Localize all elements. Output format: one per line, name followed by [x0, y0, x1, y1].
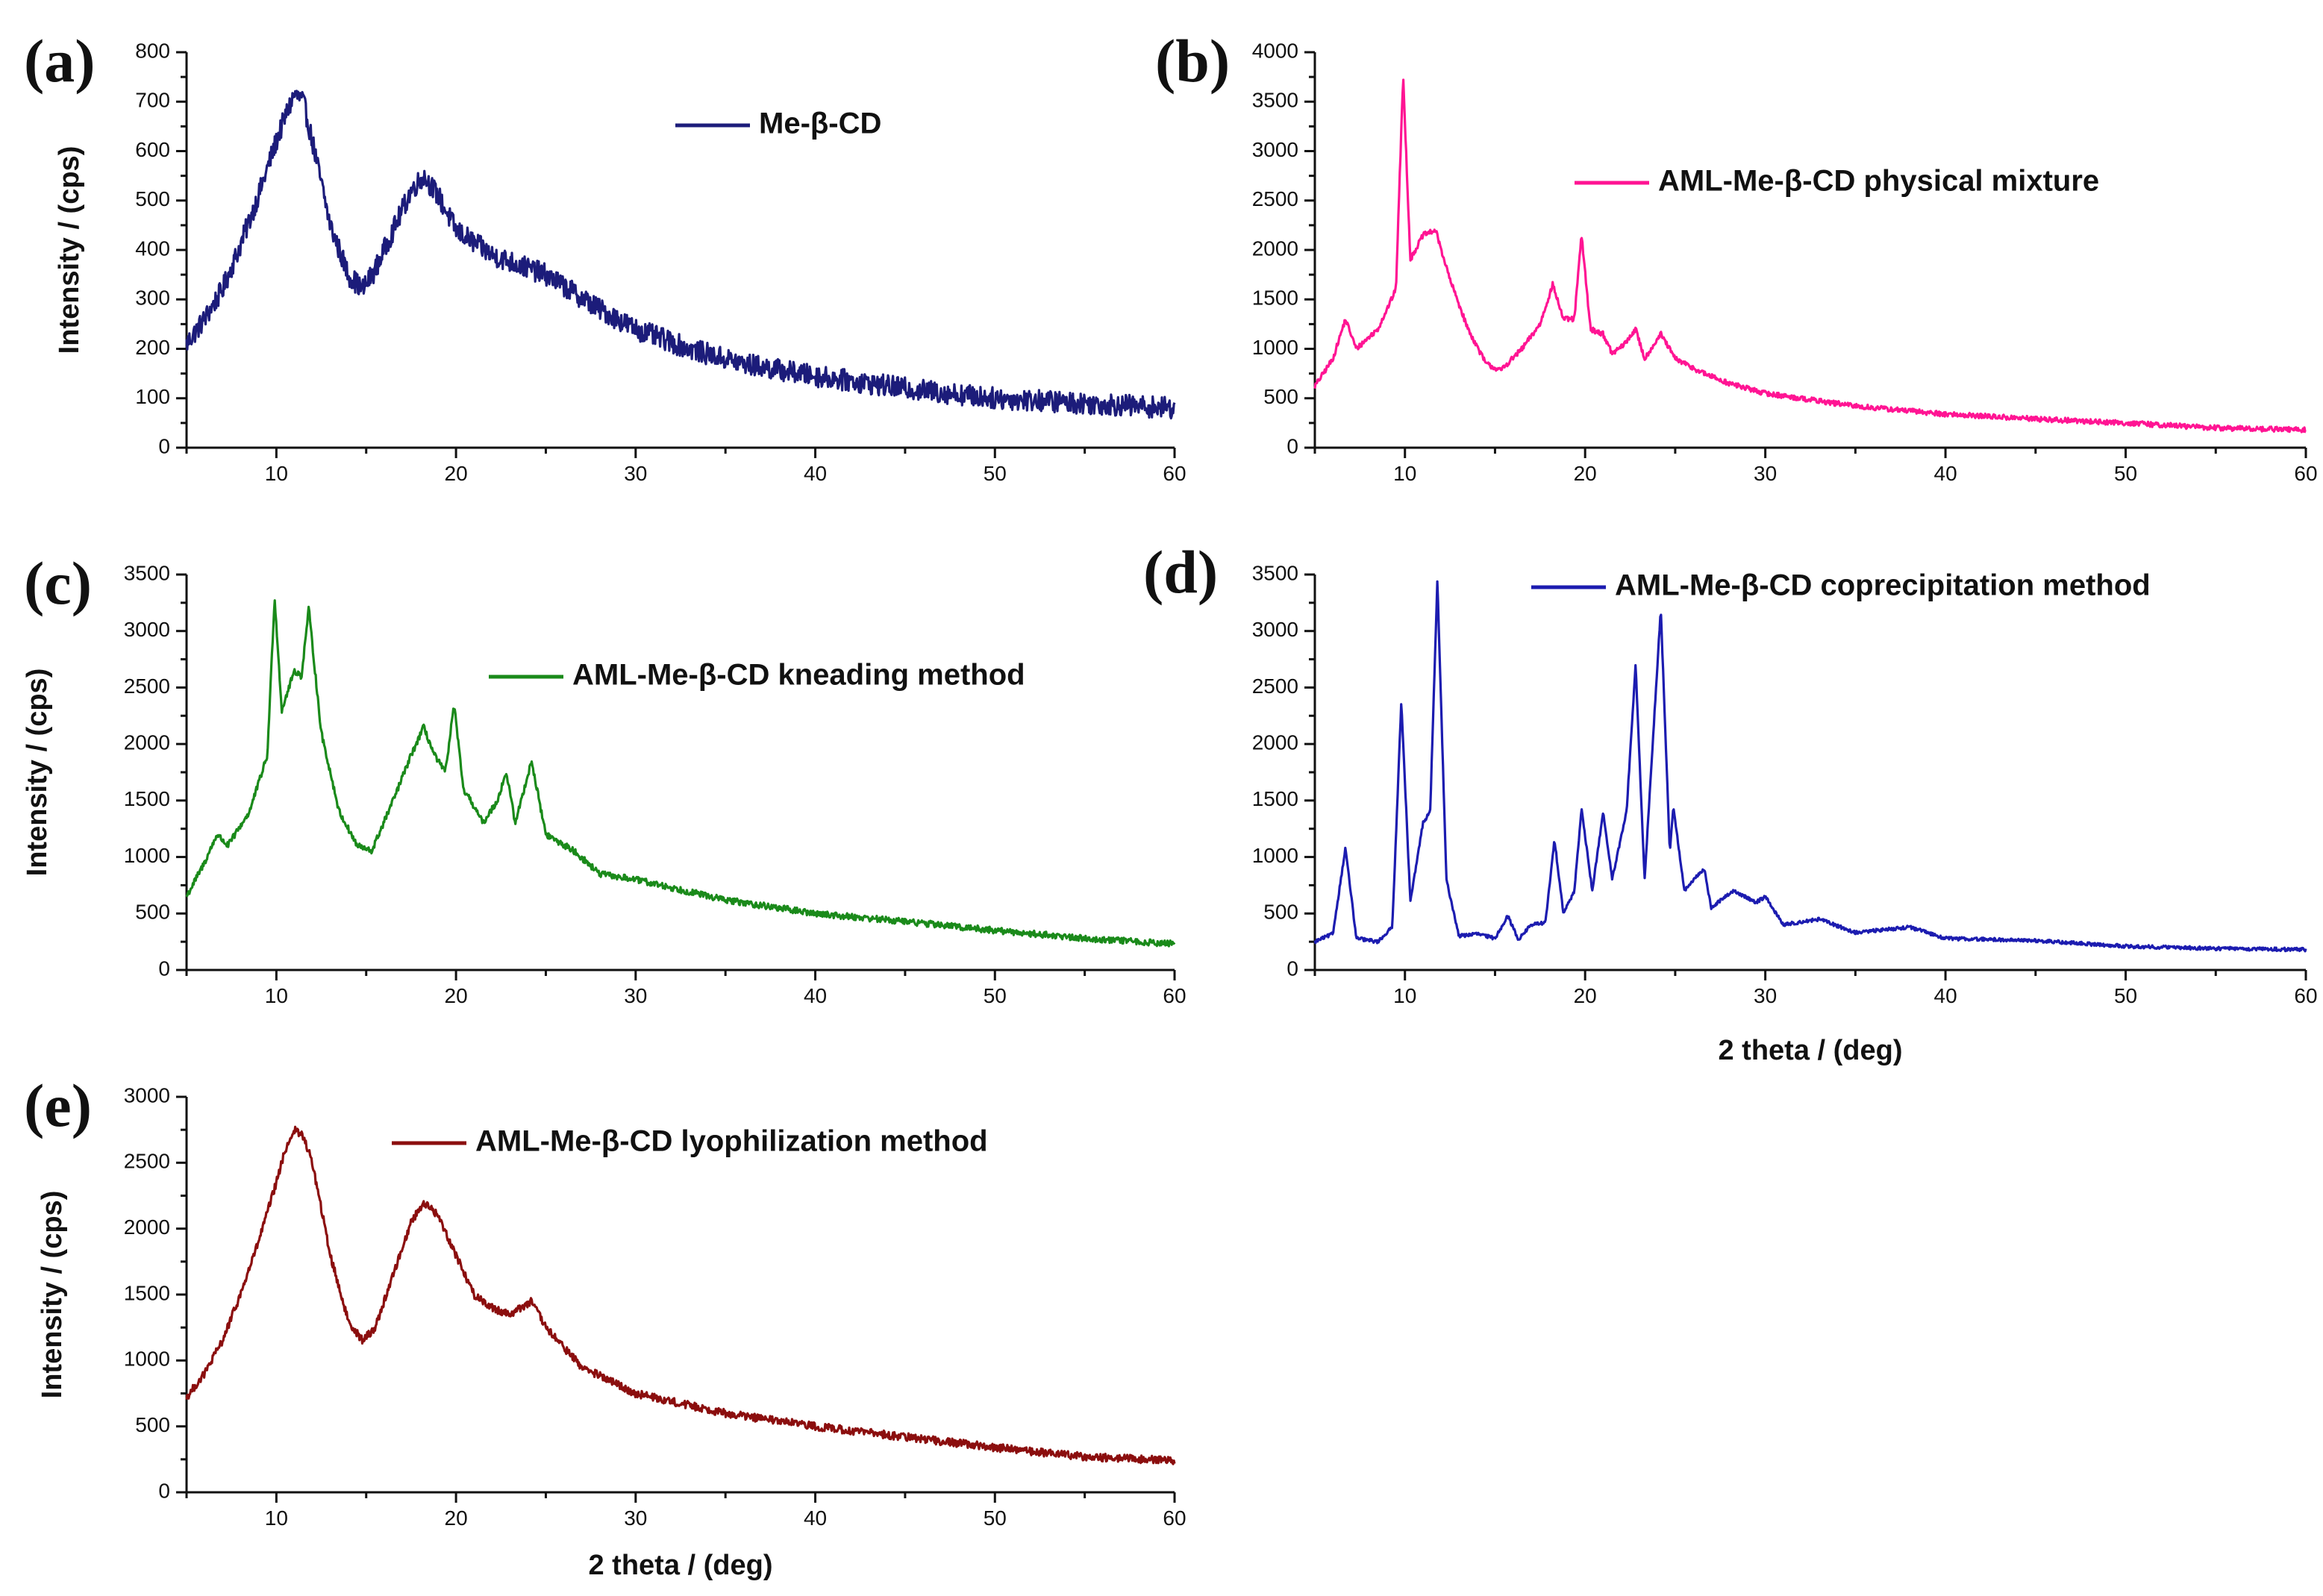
y-tick-label: 2500 — [124, 1150, 170, 1173]
y-tick-label: 0 — [158, 1479, 170, 1502]
x-tick-label: 40 — [804, 984, 827, 1007]
y-tick-label: 500 — [1263, 385, 1298, 408]
y-tick-label: 500 — [135, 1413, 170, 1436]
x-tick-label: 30 — [624, 462, 647, 485]
y-tick-label: 1000 — [124, 844, 170, 867]
x-tick-label: 50 — [2114, 462, 2137, 485]
x-tick-label: 10 — [265, 984, 288, 1007]
legend-label: AML-Me-β-CD kneading method — [572, 659, 1025, 692]
panel-e: (e) 10 20 30 40 50 60 0 500 1000 1500 2000 2500 3000 I… — [24, 1071, 1186, 1581]
y-tick-label: 1000 — [1252, 844, 1298, 867]
y-tick-label: 3500 — [1252, 89, 1298, 112]
panel-b: (b) 10 20 30 40 50 60 0 500 1000 1500 2000 2500 3000 3… — [1155, 27, 2318, 485]
y-axis-title: Intensity / (cps) — [22, 669, 53, 877]
x-tick-label: 60 — [1163, 462, 1186, 485]
x-tick-label: 50 — [984, 984, 1007, 1007]
series-line — [185, 90, 1176, 420]
x-tick-label: 10 — [1393, 984, 1416, 1007]
y-tick-label: 1500 — [124, 1281, 170, 1304]
y-tick-label: 700 — [135, 89, 170, 112]
y-tick-label: 1000 — [1252, 336, 1298, 359]
y-tick-label: 200 — [135, 336, 170, 359]
x-tick-label: 60 — [1163, 984, 1186, 1007]
y-tick-label: 500 — [1263, 901, 1298, 924]
y-tick-label: 600 — [135, 138, 170, 161]
y-tick-label: 1500 — [1252, 287, 1298, 310]
x-tick-label: 20 — [445, 462, 468, 485]
y-tick-label: 3000 — [124, 618, 170, 641]
panel-label: (b) — [1155, 27, 1230, 95]
y-tick-label: 2000 — [124, 731, 170, 754]
x-tick-label: 50 — [2114, 984, 2137, 1007]
panel-label: (d) — [1143, 538, 1218, 606]
y-tick-label: 0 — [1286, 957, 1298, 980]
legend-label: AML-Me-β-CD physical mixture — [1658, 165, 2099, 198]
panel-label: (a) — [24, 27, 96, 95]
series-line — [1313, 580, 2307, 953]
y-tick-label: 0 — [158, 434, 170, 457]
legend-label: Me-β-CD — [759, 107, 881, 140]
x-axis-title: 2 theta / (deg) — [588, 1550, 772, 1581]
y-axis-title: Intensity / (cps) — [54, 146, 85, 354]
y-tick-label: 0 — [158, 957, 170, 980]
panel-c: (c) 10 20 30 40 50 60 0 500 1000 1500 2000 2500 3000 3… — [22, 549, 1186, 1007]
x-tick-label: 40 — [1934, 462, 1957, 485]
x-tick-label: 40 — [1934, 984, 1957, 1007]
series-line — [185, 599, 1176, 948]
x-tick-label: 30 — [1754, 984, 1777, 1007]
x-tick-label: 20 — [1574, 984, 1597, 1007]
y-tick-label: 3500 — [1252, 561, 1298, 584]
series-line — [185, 1125, 1176, 1465]
x-tick-label: 30 — [1754, 462, 1777, 485]
y-tick-label: 1000 — [124, 1348, 170, 1371]
y-tick-label: 2500 — [1252, 187, 1298, 210]
x-tick-label: 30 — [624, 1506, 647, 1530]
panel-label: (c) — [24, 549, 92, 617]
legend-label: AML-Me-β-CD lyophilization method — [475, 1125, 988, 1158]
x-axis-title: 2 theta / (deg) — [1718, 1035, 1902, 1066]
y-tick-label: 100 — [135, 385, 170, 408]
x-tick-label: 10 — [1393, 462, 1416, 485]
y-tick-label: 3000 — [1252, 138, 1298, 161]
x-tick-label: 60 — [2294, 984, 2317, 1007]
x-tick-label: 20 — [445, 984, 468, 1007]
x-tick-label: 10 — [265, 462, 288, 485]
y-tick-label: 3500 — [124, 561, 170, 584]
y-tick-label: 500 — [135, 901, 170, 924]
x-tick-label: 50 — [984, 1506, 1007, 1530]
y-tick-label: 2000 — [1252, 237, 1298, 260]
y-tick-label: 0 — [1286, 434, 1298, 457]
y-tick-label: 4000 — [1252, 39, 1298, 62]
x-tick-label: 10 — [265, 1506, 288, 1530]
y-tick-label: 2000 — [124, 1215, 170, 1239]
x-tick-label: 20 — [445, 1506, 468, 1530]
y-tick-label: 2000 — [1252, 731, 1298, 754]
y-tick-label: 500 — [135, 187, 170, 210]
x-tick-label: 40 — [804, 462, 827, 485]
x-tick-label: 60 — [1163, 1506, 1186, 1530]
y-tick-label: 3000 — [124, 1083, 170, 1107]
y-axis-title: Intensity / (cps) — [37, 1191, 68, 1399]
x-tick-label: 40 — [804, 1506, 827, 1530]
x-tick-label: 50 — [984, 462, 1007, 485]
y-tick-label: 2500 — [124, 675, 170, 698]
x-tick-label: 20 — [1574, 462, 1597, 485]
y-tick-label: 3000 — [1252, 618, 1298, 641]
y-tick-label: 1500 — [124, 787, 170, 810]
y-tick-label: 2500 — [1252, 675, 1298, 698]
panel-d: (d) 10 20 30 40 50 60 0 500 1000 1500 2000 2500 3000 3… — [1143, 538, 2318, 1066]
y-tick-label: 300 — [135, 287, 170, 310]
x-tick-label: 60 — [2294, 462, 2317, 485]
panel-label: (e) — [24, 1071, 92, 1139]
panel-a: (a)10 20 30 40 50 600100200300400500600700800… — [24, 27, 1186, 485]
x-tick-label: 30 — [624, 984, 647, 1007]
series-line — [1313, 78, 2307, 434]
y-tick-label: 400 — [135, 237, 170, 260]
legend-label: AML-Me-β-CD coprecipitation method — [1615, 569, 2151, 602]
y-tick-label: 1500 — [1252, 787, 1298, 810]
y-tick-label: 800 — [135, 39, 170, 62]
